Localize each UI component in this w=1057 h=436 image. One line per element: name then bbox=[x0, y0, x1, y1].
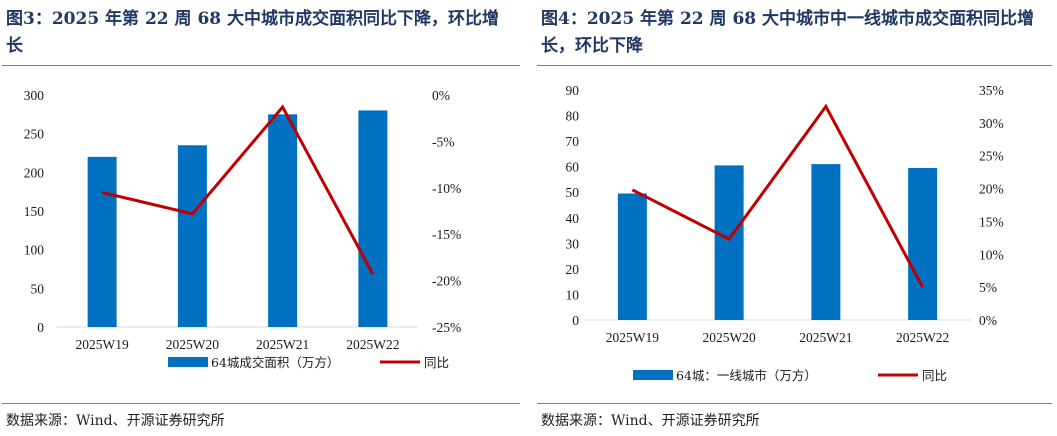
y-left-tick-label: 40 bbox=[566, 211, 580, 226]
x-tick-label: 2025W19 bbox=[606, 330, 659, 345]
x-tick-label: 2025W19 bbox=[76, 337, 129, 352]
bar-2025W20 bbox=[177, 145, 207, 327]
y-left-tick-label: 250 bbox=[24, 127, 45, 142]
bar-2025W22 bbox=[908, 167, 938, 320]
x-tick-label: 2025W22 bbox=[896, 330, 949, 345]
y-left-tick-label: 50 bbox=[566, 185, 580, 200]
x-tick-label: 2025W20 bbox=[166, 337, 219, 352]
figure-4-source: 数据来源：Wind、开源证券研究所 bbox=[541, 413, 760, 429]
x-tick-label: 2025W22 bbox=[346, 337, 399, 352]
y-right-tick-label: 5% bbox=[979, 280, 997, 295]
y-left-tick-label: 60 bbox=[566, 160, 580, 175]
figure-4-panel: 图4：2025 年第 22 周 68 大中城市中一线城市成交面积同比增长，环比下… bbox=[535, 0, 1057, 436]
x-tick-label: 2025W20 bbox=[703, 330, 756, 345]
bar-2025W21 bbox=[811, 164, 841, 320]
y-right-tick-label: 30% bbox=[979, 116, 1004, 131]
bar-2025W21 bbox=[268, 114, 298, 327]
bar-2025W22 bbox=[358, 110, 388, 327]
bar-2025W19 bbox=[87, 156, 117, 327]
title-divider bbox=[537, 65, 1052, 66]
y-right-tick-label: -20% bbox=[432, 274, 461, 289]
y-right-tick-label: 0% bbox=[979, 313, 997, 328]
y-right-tick-label: 0% bbox=[432, 88, 450, 103]
legend-line-label: 同比 bbox=[922, 368, 947, 383]
y-right-tick-label: 20% bbox=[979, 182, 1004, 197]
source-divider bbox=[537, 403, 1052, 404]
x-tick-label: 2025W21 bbox=[799, 330, 852, 345]
yoy-line bbox=[631, 103, 924, 288]
y-left-tick-label: 70 bbox=[566, 134, 580, 149]
y-left-tick-label: 150 bbox=[24, 204, 45, 219]
y-left-tick-label: 80 bbox=[566, 109, 580, 124]
source-divider bbox=[2, 403, 520, 404]
legend-bar-swatch bbox=[633, 370, 673, 380]
figure-3-title: 图3：2025 年第 22 周 68 大中城市成交面积同比下降，环比增长 bbox=[6, 9, 500, 56]
x-tick-label: 2025W21 bbox=[256, 337, 309, 352]
bar-2025W19 bbox=[617, 193, 647, 320]
legend-bar-label: 64城：一线城市（万方） bbox=[676, 368, 817, 383]
y-left-tick-label: 200 bbox=[24, 165, 45, 180]
y-right-tick-label: 15% bbox=[979, 214, 1004, 229]
legend-bar-swatch bbox=[168, 357, 208, 367]
figure-3-panel: 图3：2025 年第 22 周 68 大中城市成交面积同比下降，环比增长 0 50… bbox=[0, 0, 525, 436]
y-left-tick-label: 50 bbox=[31, 281, 45, 296]
y-right-tick-label: -5% bbox=[432, 134, 455, 149]
bar-2025W20 bbox=[714, 165, 744, 320]
figure-4-chart: 0 10 20 30 40 50 60 70 80 90 0% 5% 10% 15% 20% 25% 30% 35… bbox=[566, 83, 1004, 383]
title-divider bbox=[2, 65, 520, 66]
y-left-tick-label: 0 bbox=[37, 320, 44, 335]
y-right-tick-label: 35% bbox=[979, 83, 1004, 98]
y-left-tick-label: 100 bbox=[24, 243, 45, 258]
y-right-tick-label: 10% bbox=[979, 247, 1004, 262]
y-left-tick-label: 10 bbox=[566, 287, 580, 302]
y-left-tick-label: 30 bbox=[566, 236, 580, 251]
y-left-tick-label: 0 bbox=[572, 313, 579, 328]
y-right-tick-label: -15% bbox=[432, 227, 461, 242]
legend-bar-label: 64城成交面积（万方） bbox=[211, 355, 339, 370]
y-right-tick-label: 25% bbox=[979, 149, 1004, 164]
y-left-tick-label: 20 bbox=[566, 262, 580, 277]
y-left-tick-label: 300 bbox=[24, 88, 45, 103]
y-right-tick-label: -10% bbox=[432, 181, 461, 196]
y-right-tick-label: -25% bbox=[432, 320, 461, 335]
yoy-line bbox=[101, 104, 375, 275]
y-left-tick-label: 90 bbox=[566, 83, 580, 98]
legend-line-label: 同比 bbox=[424, 355, 449, 370]
figure-4-title: 图4：2025 年第 22 周 68 大中城市中一线城市成交面积同比增长，环比下… bbox=[541, 9, 1035, 56]
figure-3-chart: 0 50 100 150 200 250 300 -25% -20% -15% -10% -5% 0% 2… bbox=[24, 88, 462, 370]
figure-3-source: 数据来源：Wind、开源证券研究所 bbox=[6, 413, 225, 429]
